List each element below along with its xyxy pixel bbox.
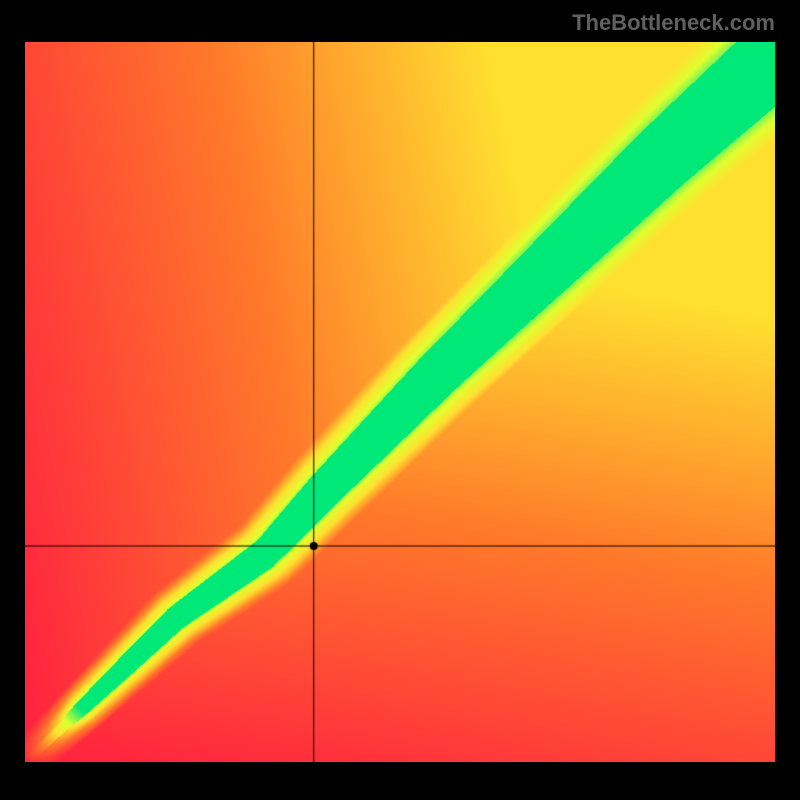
watermark-text: TheBottleneck.com [572,10,775,36]
heatmap-canvas [25,42,775,762]
chart-container: TheBottleneck.com [0,0,800,800]
heatmap-plot [25,42,775,762]
